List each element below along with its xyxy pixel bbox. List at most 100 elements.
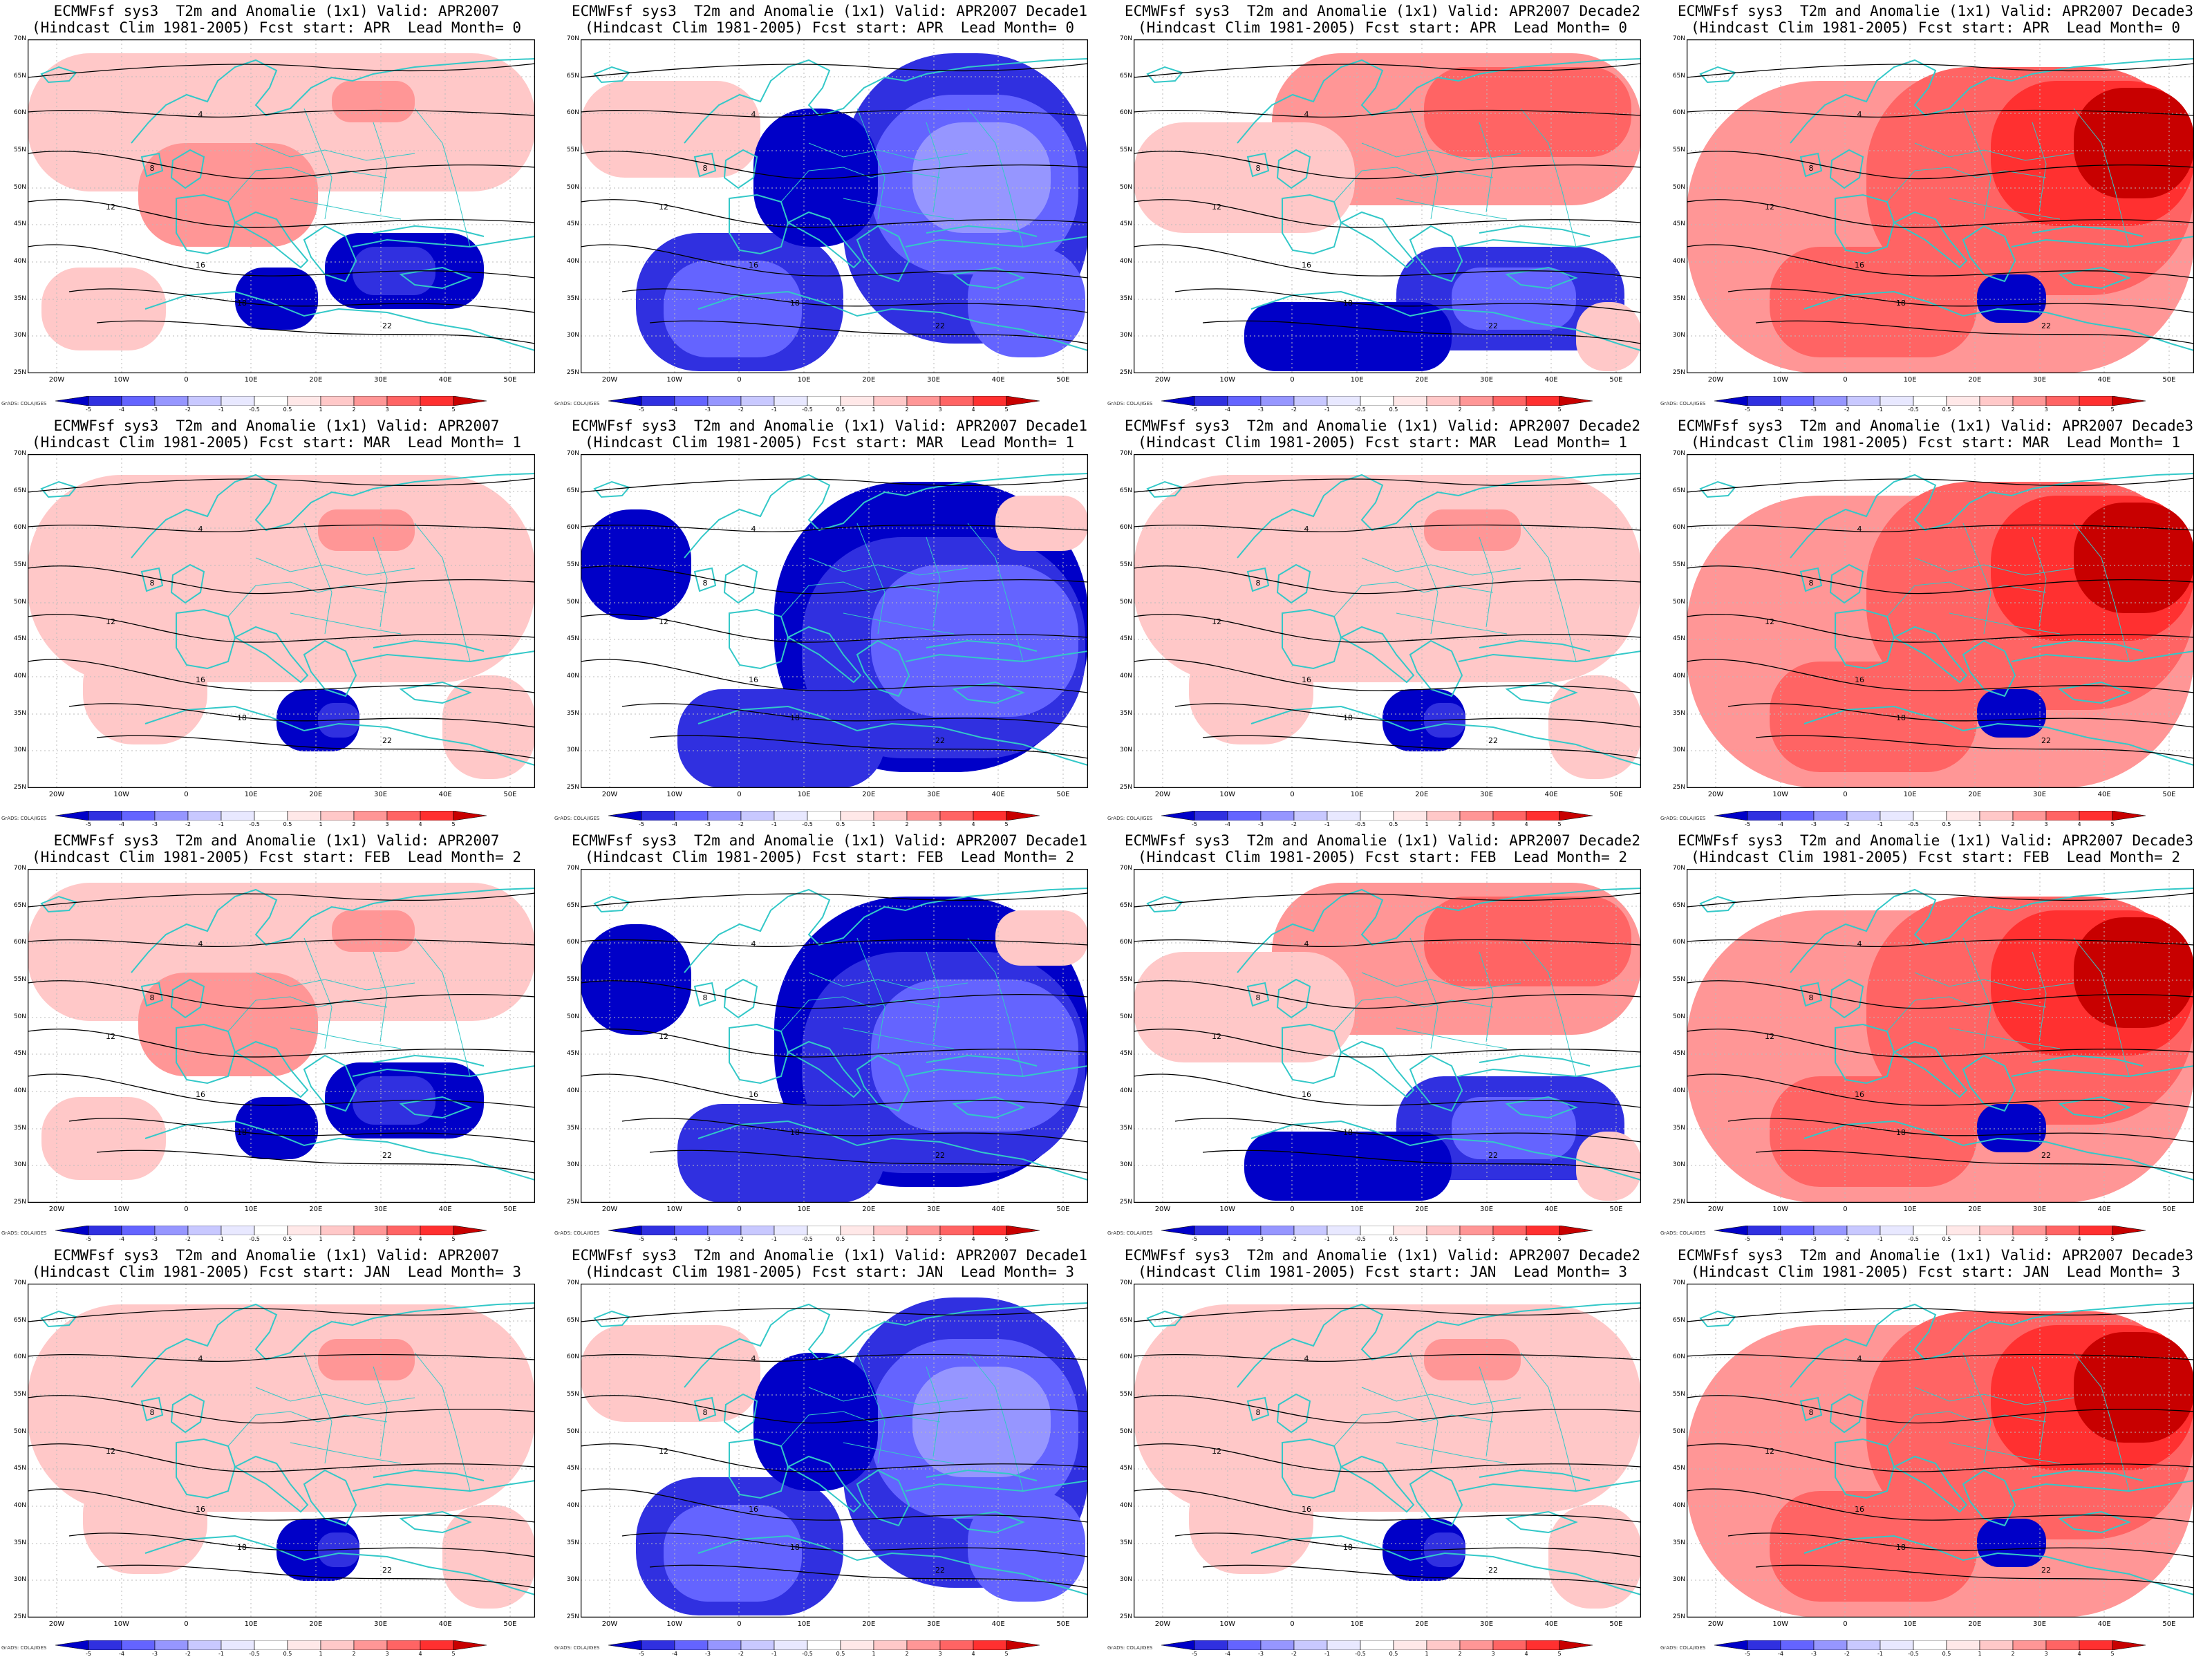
- lat-label: 35N: [1119, 709, 1132, 717]
- lat-label: 60N: [1672, 1353, 1685, 1361]
- isotherm-line: [1174, 288, 1641, 313]
- contour-label: 8: [703, 579, 708, 588]
- coastline: [786, 211, 862, 269]
- grads-credit: GrADS: COLA/IGES: [1107, 401, 1153, 406]
- colorbar-graphic: [55, 810, 487, 821]
- lat-label: 25N: [13, 1199, 26, 1206]
- colorbar-tick: -1: [1877, 406, 1883, 413]
- colorbar-tick: 2: [905, 821, 909, 827]
- colorbar-tick: 4: [418, 1651, 422, 1657]
- warm-anomaly-area: [41, 268, 166, 350]
- colorbar-segment: [1492, 1640, 1527, 1651]
- map-canvas: 4 8 12 16 18 22: [28, 39, 535, 373]
- panel-title: ECMWFsf sys3 T2m and Anomalie (1x1) Vali…: [572, 832, 1087, 849]
- colorbar-segment: [453, 810, 487, 821]
- coastline: [856, 225, 910, 283]
- colorbar-segment: [420, 1640, 454, 1651]
- colorbar-tick: 3: [2044, 1651, 2048, 1657]
- lat-label: 30N: [13, 1161, 26, 1169]
- lat-label: 45N: [13, 221, 26, 228]
- colorbar-tick: -1: [1324, 1236, 1330, 1242]
- coastline: [1803, 1120, 2194, 1181]
- colorbar-segment: [1360, 1225, 1394, 1236]
- lon-label: 10W: [1219, 1206, 1235, 1213]
- isotherm-line: [581, 980, 1088, 1009]
- colorbar-segment: [1880, 810, 1914, 821]
- colorbar-segment: [187, 810, 222, 821]
- isotherm-line: [1134, 109, 1641, 118]
- colorbar-tick: -1: [1324, 406, 1330, 413]
- colorbar-segment: [320, 395, 355, 406]
- isotherm-line: [1727, 1533, 2194, 1557]
- colorbar-segment: [2079, 395, 2113, 406]
- country-border: [808, 557, 968, 576]
- colorbar-segment: [1327, 810, 1361, 821]
- colorbar-segment: [1260, 1640, 1295, 1651]
- contour-label: 8: [1809, 164, 1814, 173]
- colorbar-tick: 1: [1425, 1236, 1429, 1242]
- lat-label: 70N: [13, 1280, 26, 1286]
- lon-label: 50E: [503, 376, 517, 384]
- shaded-anomalies: [1687, 39, 2194, 373]
- lon-label: 40E: [1544, 1620, 1558, 1628]
- colorbar-tick: 5: [1557, 1651, 1562, 1657]
- map-panel: ECMWFsf sys3 T2m and Anomalie (1x1) Vali…: [0, 415, 553, 830]
- lat-label: 30N: [13, 747, 26, 754]
- colorbar-tick: 3: [1491, 821, 1495, 827]
- coastline: [1835, 1438, 1895, 1499]
- panel-subtitle: (Hindcast Clim 1981-2005) Fcst start: FE…: [1137, 849, 1627, 865]
- colorbar-segment: [1459, 810, 1494, 821]
- country-border: [414, 108, 471, 247]
- colorbar-tick: -3: [1811, 1236, 1817, 1242]
- coastline: [1505, 266, 1578, 290]
- lat-label: 50N: [1672, 598, 1685, 606]
- anomaly-map: 4 8 12 16 18 22: [581, 39, 1088, 373]
- colorbar-tick: 5: [1004, 1236, 1009, 1242]
- colorbar-segment: [1747, 1225, 1781, 1236]
- contour-label: 4: [198, 1354, 203, 1363]
- isotherm-line: [581, 151, 1088, 180]
- isotherm-line: [1134, 1353, 1641, 1362]
- lon-label: 50E: [1056, 791, 1070, 798]
- coastline: [1250, 705, 1641, 766]
- colorbar-segment: [807, 395, 841, 406]
- country-border: [926, 951, 941, 1042]
- lat-label: 35N: [566, 1124, 579, 1132]
- colorbar-segment: [2079, 810, 2113, 821]
- map-frame: [581, 869, 1088, 1203]
- colorbar-segment: [807, 1225, 841, 1236]
- grads-credit: GrADS: COLA/IGES: [1, 1230, 47, 1236]
- colorbar-segment: [641, 1225, 675, 1236]
- lat-label: 55N: [1672, 147, 1685, 153]
- warm-anomaly-area: [138, 143, 318, 247]
- contour-label: 12: [1765, 1447, 1774, 1456]
- colorbar-tick: 1: [872, 406, 876, 413]
- country-border: [1520, 1352, 1577, 1492]
- country-border: [808, 972, 968, 991]
- lat-label: 40N: [1672, 1087, 1685, 1094]
- lon-label: 0: [1290, 791, 1295, 798]
- coastline: [373, 1054, 485, 1067]
- colorbar-tick: -1: [771, 406, 777, 413]
- panel-title: ECMWFsf sys3 T2m and Anomalie (1x1) Vali…: [1125, 418, 1640, 434]
- lat-label: 70N: [13, 35, 26, 42]
- country-border: [255, 1387, 415, 1405]
- country-border: [290, 1442, 402, 1464]
- colorbar-segment: [608, 1225, 642, 1236]
- colorbar-segment: [453, 1640, 487, 1651]
- colorbar-segment: [740, 1640, 775, 1651]
- colorbar-segment: [1780, 1225, 1815, 1236]
- shaded-anomalies: [1687, 1284, 2194, 1618]
- colorbar-segment: [386, 395, 421, 406]
- isotherm-line: [96, 735, 535, 759]
- lat-label: 55N: [566, 147, 579, 153]
- coastline: [1458, 236, 1641, 248]
- isotherm-line: [1134, 659, 1641, 693]
- cold-anomaly-area: [1977, 1104, 2046, 1152]
- isotherm-line: [1755, 1150, 2194, 1174]
- lon-label: 20E: [309, 791, 323, 798]
- colorbar-segment: [906, 1640, 941, 1651]
- anomaly-map: 4 8 12 16 18 22: [1687, 454, 2194, 788]
- lon-label: 40E: [438, 1206, 452, 1213]
